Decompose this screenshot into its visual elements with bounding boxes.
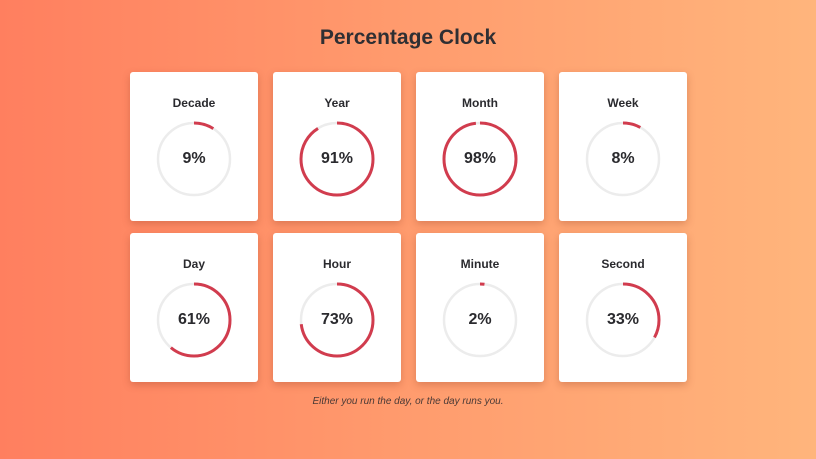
ring-progress <box>585 282 661 358</box>
clock-card-day: Day 61% <box>130 233 258 382</box>
clock-label: Hour <box>323 257 351 271</box>
progress-ring: 2% <box>442 282 518 358</box>
clock-percent: 61% <box>177 311 211 328</box>
ring-progress <box>585 121 661 197</box>
progress-ring: 73% <box>299 282 375 358</box>
clock-card-year: Year 91% <box>273 72 401 221</box>
clock-percent: 33% <box>606 311 640 328</box>
ring-progress <box>156 121 232 197</box>
ring-progress <box>299 121 375 197</box>
progress-ring: 9% <box>156 121 232 197</box>
page-title: Percentage Clock <box>319 26 497 49</box>
progress-ring: 98% <box>442 121 518 197</box>
clock-label: Month <box>462 96 498 110</box>
ring-progress <box>299 282 375 358</box>
clock-card-decade: Decade 9% <box>130 72 258 221</box>
clock-card-second: Second 33% <box>559 233 687 382</box>
clock-card-month: Month 98% <box>416 72 544 221</box>
progress-ring: 61% <box>156 282 232 358</box>
ring-progress <box>442 282 518 358</box>
clock-percent: 91% <box>320 150 354 167</box>
clock-label: Second <box>601 257 645 271</box>
quote-text: Either you run the day, or the day runs … <box>312 396 504 407</box>
progress-ring: 33% <box>585 282 661 358</box>
clock-card-week: Week 8% <box>559 72 687 221</box>
clock-label: Minute <box>460 257 500 271</box>
ring-progress <box>156 282 232 358</box>
clock-card-hour: Hour 73% <box>273 233 401 382</box>
clock-label: Year <box>324 96 350 110</box>
progress-ring: 8% <box>585 121 661 197</box>
clock-grid: Decade 9% Year 91% Month 98% <box>130 72 687 382</box>
clock-percent: 98% <box>463 150 497 167</box>
clock-percent: 9% <box>182 150 206 167</box>
ring-progress <box>442 121 518 197</box>
clock-percent: 8% <box>611 150 635 167</box>
clock-label: Day <box>182 257 205 271</box>
clock-label: Week <box>607 96 639 110</box>
progress-ring: 91% <box>299 121 375 197</box>
clock-card-minute: Minute 2% <box>416 233 544 382</box>
clock-label: Decade <box>172 96 216 110</box>
clock-percent: 73% <box>320 311 354 328</box>
clock-percent: 2% <box>468 311 492 328</box>
